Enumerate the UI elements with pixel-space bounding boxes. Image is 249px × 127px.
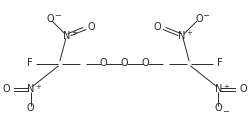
Text: O: O [153, 22, 161, 32]
Text: O: O [195, 14, 203, 24]
Text: O: O [121, 59, 128, 68]
Text: N: N [63, 31, 71, 41]
Text: O: O [239, 84, 247, 94]
Text: O: O [141, 59, 149, 68]
Text: O: O [215, 103, 222, 113]
Text: +: + [71, 30, 77, 36]
Text: O: O [46, 14, 54, 24]
Text: F: F [27, 59, 32, 68]
Text: N: N [27, 84, 34, 94]
Text: −: − [222, 107, 229, 116]
Text: −: − [202, 11, 210, 20]
Text: −: − [54, 11, 61, 20]
Text: O: O [27, 103, 34, 113]
Text: +: + [186, 30, 192, 36]
Text: O: O [2, 84, 10, 94]
Text: N: N [178, 31, 186, 41]
Text: N: N [215, 84, 222, 94]
Text: +: + [35, 84, 41, 90]
Text: O: O [100, 59, 108, 68]
Text: O: O [88, 22, 96, 32]
Text: +: + [223, 84, 229, 90]
Text: F: F [217, 59, 222, 68]
